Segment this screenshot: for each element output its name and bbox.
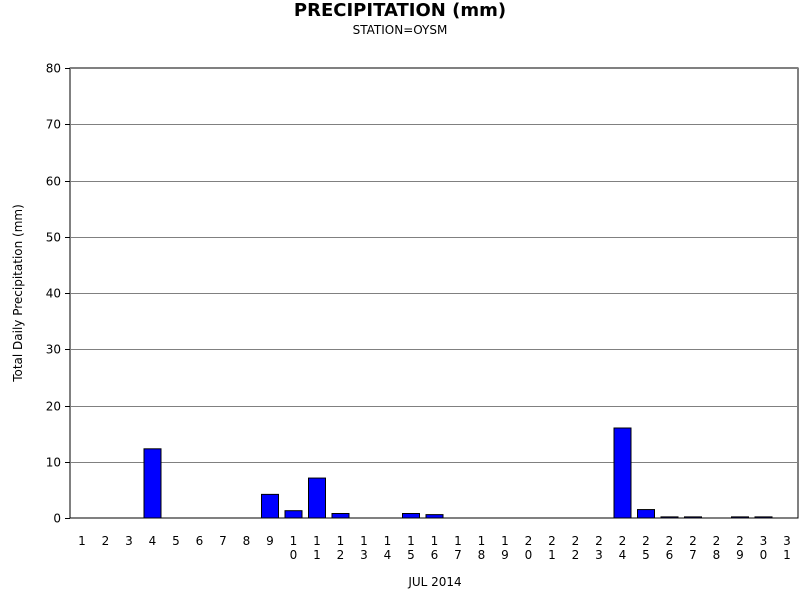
x-tick-label-15-0: 1 <box>407 534 415 548</box>
x-tick-label-27-0: 2 <box>689 534 697 548</box>
x-tick-label-25-1: 5 <box>642 548 650 562</box>
x-tick-label-12-1: 2 <box>337 548 345 562</box>
x-tick-label-12-0: 1 <box>337 534 345 548</box>
y-tick-label-0: 0 <box>53 512 61 526</box>
x-tick-label-16-1: 6 <box>431 548 439 562</box>
bar-day-27 <box>684 516 702 519</box>
x-tick-label-9: 9 <box>266 534 274 548</box>
x-tick-label-23-1: 3 <box>595 548 603 562</box>
x-tick-label-20-0: 2 <box>525 534 533 548</box>
x-tick-label-26-1: 6 <box>666 548 674 562</box>
x-tick-label-29-0: 2 <box>736 534 744 548</box>
x-tick-label-19-0: 1 <box>501 534 509 548</box>
x-tick-label-11-0: 1 <box>313 534 321 548</box>
x-tick-label-20-1: 0 <box>525 548 533 562</box>
y-tick-label-20: 20 <box>46 400 61 414</box>
bar-day-25 <box>637 509 655 519</box>
y-tick-label-80: 80 <box>46 62 61 76</box>
y-tick-label-40: 40 <box>46 287 61 301</box>
x-tick-label-30-1: 0 <box>760 548 768 562</box>
x-tick-label-6: 6 <box>196 534 204 548</box>
bar-day-9 <box>261 493 279 519</box>
x-tick-label-13-0: 1 <box>360 534 368 548</box>
bar-day-4 <box>143 448 162 519</box>
y-tick-label-10: 10 <box>46 456 61 470</box>
x-tick-label-2: 2 <box>102 534 110 548</box>
x-tick-label-14-0: 1 <box>384 534 392 548</box>
bar-day-26 <box>660 516 679 519</box>
x-tick-label-5: 5 <box>172 534 180 548</box>
x-tick-label-31-0: 3 <box>783 534 791 548</box>
x-tick-label-21-0: 2 <box>548 534 556 548</box>
x-tick-label-3: 3 <box>125 534 133 548</box>
x-tick-label-29-1: 9 <box>736 548 744 562</box>
x-axis-label: JUL 2014 <box>408 575 462 589</box>
y-tick-label-60: 60 <box>46 175 61 189</box>
x-tick-label-25-0: 2 <box>642 534 650 548</box>
x-tick-label-23-0: 2 <box>595 534 603 548</box>
chart-subtitle: STATION=OYSM <box>352 23 448 37</box>
x-tick-label-24-0: 2 <box>619 534 627 548</box>
bar-day-16 <box>425 514 444 519</box>
x-tick-label-17-1: 7 <box>454 548 462 562</box>
bar-day-29 <box>731 516 749 519</box>
x-tick-label-17-0: 1 <box>454 534 462 548</box>
chart-title: PRECIPITATION (mm) <box>293 0 507 21</box>
x-tick-label-7: 7 <box>219 534 227 548</box>
x-tick-label-15-1: 5 <box>407 548 415 562</box>
x-tick-label-8: 8 <box>243 534 251 548</box>
bar-day-12 <box>331 513 350 519</box>
x-tick-label-18-1: 8 <box>478 548 486 562</box>
x-tick-label-28-1: 8 <box>713 548 721 562</box>
y-tick-label-50: 50 <box>46 231 61 245</box>
x-tick-label-13-1: 3 <box>360 548 368 562</box>
x-tick-label-22-1: 2 <box>572 548 580 562</box>
bar-day-10 <box>284 510 303 519</box>
x-tick-label-22-0: 2 <box>572 534 580 548</box>
x-tick-label-19-1: 9 <box>501 548 509 562</box>
x-tick-label-10-0: 1 <box>290 534 298 548</box>
y-tick-label-30: 30 <box>46 343 61 357</box>
bar-day-30 <box>754 516 773 519</box>
x-tick-label-4: 4 <box>149 534 157 548</box>
y-tick-label-70: 70 <box>46 118 61 132</box>
x-tick-label-18-0: 1 <box>478 534 486 548</box>
x-tick-label-30-0: 3 <box>760 534 768 548</box>
bar-day-15 <box>402 513 420 519</box>
x-tick-label-24-1: 4 <box>619 548 627 562</box>
x-tick-label-21-1: 1 <box>548 548 556 562</box>
x-tick-label-1: 1 <box>78 534 86 548</box>
x-tick-label-14-1: 4 <box>384 548 392 562</box>
bar-day-24 <box>613 427 632 519</box>
x-tick-label-31-1: 1 <box>783 548 791 562</box>
x-tick-label-10-1: 0 <box>290 548 298 562</box>
x-tick-label-16-0: 1 <box>431 534 439 548</box>
x-tick-label-27-1: 7 <box>689 548 697 562</box>
x-tick-label-11-1: 1 <box>313 548 321 562</box>
x-tick-label-28-0: 2 <box>713 534 721 548</box>
bar-day-11 <box>308 477 326 519</box>
x-tick-label-26-0: 2 <box>666 534 674 548</box>
